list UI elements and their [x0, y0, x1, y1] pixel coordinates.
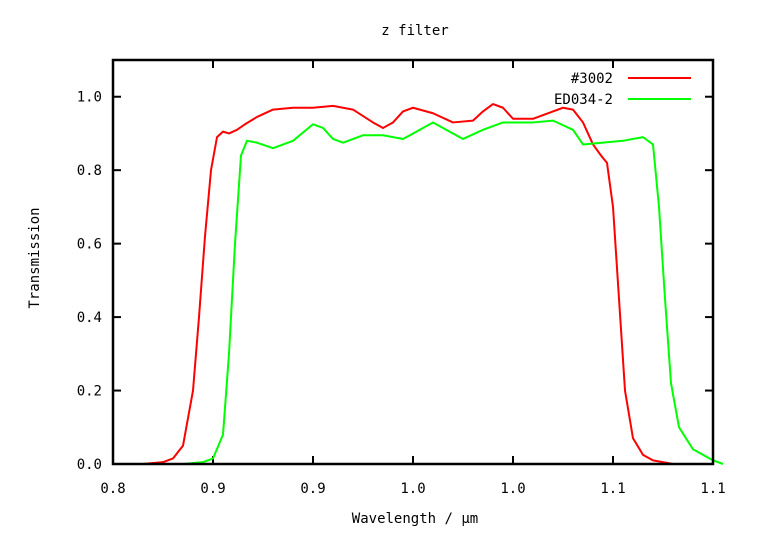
chart-title: z filter	[381, 23, 448, 39]
y-tick-label: 0.8	[77, 163, 102, 179]
legend-label-0: #3002	[571, 71, 613, 87]
y-tick-label: 0.4	[77, 310, 102, 326]
y-tick-label: 0.0	[77, 457, 102, 473]
x-axis-label: Wavelength / µm	[352, 511, 478, 527]
plot-frame	[111, 58, 715, 466]
series-line-0	[142, 103, 674, 465]
series-layer	[142, 103, 724, 465]
x-tick-label: 1.0	[400, 481, 425, 497]
y-axis-label-group: Transmission	[27, 207, 43, 308]
legend: #3002 ED034-2	[554, 71, 691, 108]
y-tick-label: 1.0	[77, 90, 102, 106]
ticks-layer: 0.8 0.9 0.9 1.0 1.0 1.1 1.1 0.0 0.2 0.4 0.6 0.8 1.0	[77, 60, 726, 497]
x-tick-label: 1.1	[600, 481, 625, 497]
x-tick-label: 0.9	[300, 481, 325, 497]
x-tick-label: 0.9	[200, 481, 225, 497]
y-tick-label: 0.6	[77, 237, 102, 253]
x-tick-label: 1.0	[500, 481, 525, 497]
x-tick-label: 0.8	[100, 481, 125, 497]
x-tick-label: 1.1	[700, 481, 725, 497]
y-tick-label: 0.2	[77, 384, 102, 400]
series-line-1	[182, 119, 724, 465]
legend-label-1: ED034-2	[554, 92, 613, 108]
y-axis-label: Transmission	[27, 207, 43, 308]
